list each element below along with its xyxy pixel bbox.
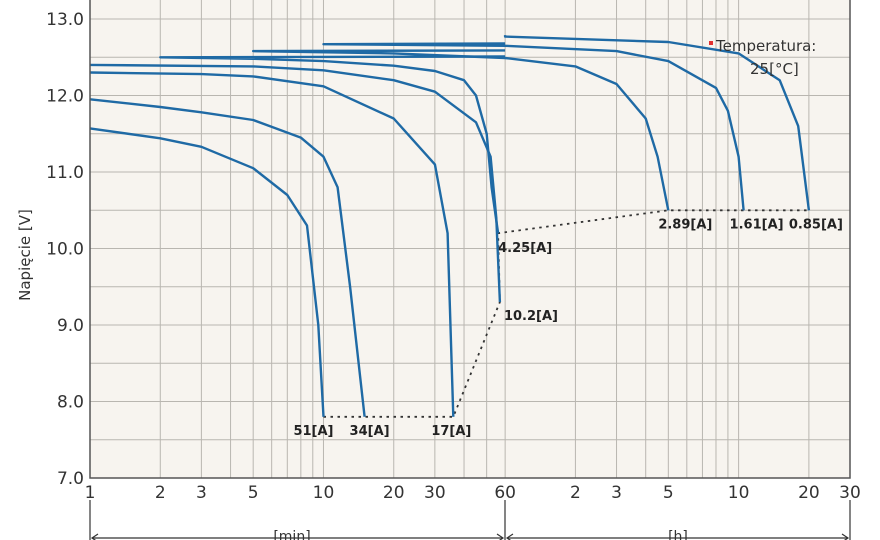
series-line	[89, 98, 366, 417]
series-line	[89, 63, 502, 303]
y-tick-label: 10.0	[46, 240, 84, 260]
series-label: 51[A]	[293, 424, 333, 439]
y-axis-ticks: 13.0 12.0 11.0 10.0 9.0 8.0 7.0	[46, 10, 84, 489]
series-lines	[89, 35, 811, 417]
x-tick-label: 2	[155, 483, 166, 503]
series-line	[503, 35, 811, 211]
y-tick-label: 11.0	[46, 163, 84, 183]
plot-background	[90, 0, 850, 478]
x-tick-label: 30	[424, 483, 446, 503]
x-tick-label: 2	[570, 483, 581, 503]
unit-arrow-min	[89, 500, 506, 540]
x-axis-ticks: 1 2 3 5 10 20 30 60 2 3 5 10 20 30	[85, 483, 861, 503]
x-tick-label: 60	[494, 483, 516, 503]
x-tick-label: 5	[663, 483, 674, 503]
y-tick-label: 9.0	[57, 316, 84, 336]
unit-arrow-h	[505, 500, 851, 540]
temperature-marker-icon	[709, 41, 713, 45]
series-line	[252, 49, 670, 211]
x-unit-h: [h]	[668, 529, 688, 540]
x-tick-label: 3	[611, 483, 622, 503]
y-tick-label: 8.0	[57, 393, 84, 413]
series-label: 34[A]	[350, 424, 390, 439]
x-tick-label: 3	[196, 483, 207, 503]
y-axis-label: Napięcie [V]	[16, 209, 34, 301]
x-tick-label: 30	[839, 483, 861, 503]
series-label: 10.2[A]	[504, 309, 558, 324]
series-line	[322, 42, 745, 211]
series-label: 4.25[A]	[498, 241, 552, 256]
x-tick-label: 1	[85, 483, 96, 503]
series-line	[89, 127, 325, 417]
series-line	[159, 55, 506, 234]
temperature-annotation-line1: Temperatura:	[715, 37, 816, 55]
series-label: 2.89[A]	[658, 217, 712, 232]
series-line	[89, 71, 455, 417]
x-tick-label: 10	[728, 483, 750, 503]
x-tick-label: 20	[798, 483, 820, 503]
temperature-annotation-line2: 25[°C]	[750, 60, 799, 78]
series-label: 0.85[A]	[789, 217, 843, 232]
y-tick-label: 12.0	[46, 87, 84, 107]
y-tick-label: 13.0	[46, 10, 84, 30]
series-labels: 51[A] 34[A] 17[A] 10.2[A] 4.25[A] 2.89[A] 1.61…	[293, 217, 842, 439]
x-tick-label: 20	[383, 483, 405, 503]
plot-border	[89, 0, 851, 479]
x-tick-label: 10	[313, 483, 335, 503]
x-unit-min: [min]	[273, 529, 310, 540]
x-tick-label: 5	[248, 483, 259, 503]
series-label: 17[A]	[431, 424, 471, 439]
y-tick-label: 7.0	[57, 469, 84, 489]
series-label: 1.61[A]	[730, 217, 784, 232]
